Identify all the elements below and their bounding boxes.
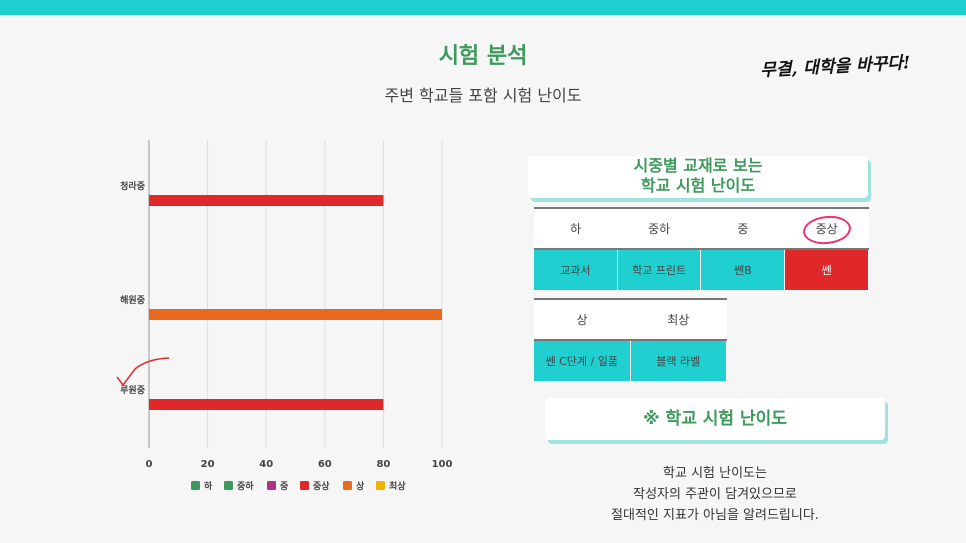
legend-swatch	[376, 481, 385, 490]
table1-header-mid: 중	[700, 207, 785, 250]
note-line2: 작성자의 주관이 담겨있으므로	[633, 487, 797, 502]
page-title: 시험 분석	[438, 44, 528, 69]
table1-cell-ssen-b: 쎈B	[700, 249, 786, 290]
textbook-card-line2: 학교 시험 난이도	[640, 176, 756, 195]
table1-cell-textbook: 교과서	[534, 249, 618, 290]
table1-header-mid-high: 중상	[784, 207, 869, 250]
table2-cell-ssen-c: 쎈 C단계 / 일품	[534, 340, 631, 381]
note-line3: 절대적인 지표가 아님을 알려드립니다.	[611, 508, 819, 523]
category-label: 해원중	[120, 294, 145, 306]
table2-header-top: 최상	[630, 298, 727, 341]
table2-header-high: 상	[534, 298, 630, 341]
school-difficulty-card: ※ 학교 시험 난이도	[545, 398, 885, 440]
legend-label: 중	[280, 481, 288, 492]
category-label: 루원중	[120, 384, 145, 396]
legend-label: 상	[356, 480, 365, 492]
difficulty-table-1: 하 중하 중 중상 교과서 학교 프린트 쎈B 쎈	[534, 207, 869, 290]
textbook-card-line1: 시중별 교재로 보는	[633, 156, 763, 175]
legend-label: 최상	[389, 480, 406, 492]
difficulty-table-2: 상 최상 쎈 C단계 / 일품 블랙 라벨	[534, 298, 727, 381]
disclaimer-note: 학교 시험 난이도는 작성자의 주관이 담겨있으므로 절대적인 지표가 아님을 …	[570, 463, 860, 526]
legend-swatch	[300, 481, 309, 490]
legend-label: 하	[204, 480, 213, 492]
table2-cell-black-label: 블랙 라벨	[630, 340, 727, 381]
note-line1: 학교 시험 난이도는	[663, 466, 767, 481]
legend-swatch	[267, 481, 276, 490]
legend-swatch	[224, 481, 233, 490]
x-tick-label: 40	[259, 459, 273, 470]
legend-label: 중상	[313, 480, 330, 492]
legend-swatch	[191, 481, 200, 490]
bar	[149, 309, 442, 320]
page-subtitle: 주변 학교들 포함 시험 난이도	[384, 86, 582, 105]
legend-swatch	[343, 481, 352, 490]
top-accent-bar	[0, 0, 966, 15]
x-tick-label: 80	[376, 459, 390, 470]
x-tick-label: 0	[146, 459, 153, 470]
category-label: 청라중	[120, 180, 145, 192]
textbook-difficulty-card: 시중별 교재로 보는 학교 시험 난이도	[528, 156, 868, 198]
red-check-mark	[116, 357, 170, 387]
table1-header-mid-low: 중하	[617, 207, 701, 250]
table1-cell-ssen: 쎈	[784, 249, 869, 290]
x-tick-label: 100	[432, 459, 453, 470]
x-tick-label: 60	[318, 459, 332, 470]
bar	[149, 195, 384, 206]
bar	[149, 399, 384, 410]
x-tick-label: 20	[201, 459, 215, 470]
table1-cell-school-print: 학교 프린트	[617, 249, 702, 290]
legend-label: 중하	[237, 480, 254, 492]
table1-header-low: 하	[534, 207, 618, 250]
